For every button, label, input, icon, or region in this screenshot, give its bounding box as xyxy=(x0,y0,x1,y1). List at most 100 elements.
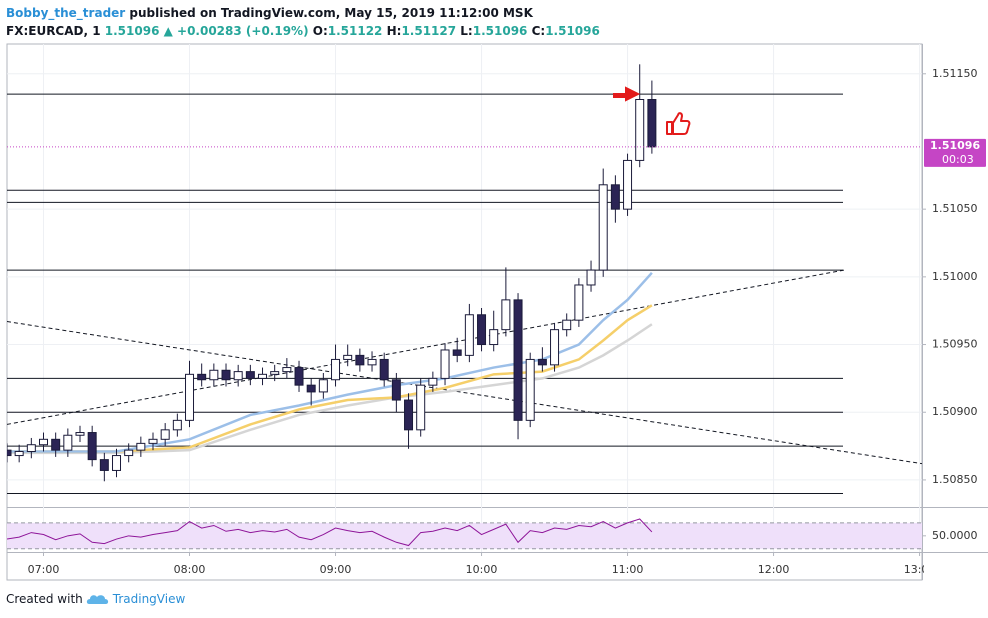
rsi-line xyxy=(7,518,653,547)
candle-body xyxy=(160,429,170,440)
candle-body xyxy=(623,159,633,210)
trendline xyxy=(7,321,922,465)
candle-body xyxy=(574,284,584,321)
candle-body xyxy=(647,99,657,148)
candle-body xyxy=(404,399,414,431)
x-tick-label: 09:00 xyxy=(320,563,352,576)
candle-body xyxy=(282,367,292,373)
candle-body xyxy=(331,358,341,381)
grid xyxy=(7,44,922,552)
candle-body xyxy=(610,184,620,210)
y-tick-label: 1.51000 xyxy=(932,270,978,283)
candle-body xyxy=(513,299,523,421)
logo xyxy=(86,595,108,604)
candle-body xyxy=(99,459,109,471)
time-axis: 07:00 08:00 09:00 10:00 11:00 12:00 13:00 xyxy=(28,552,936,576)
candle-body xyxy=(635,99,645,161)
y-tick-label: 1.51150 xyxy=(932,67,978,80)
thumbs-up xyxy=(666,112,691,135)
candle-body xyxy=(428,377,438,386)
x-tick-label: 07:00 xyxy=(28,563,60,576)
rsi-tick-label: 50.0000 xyxy=(932,529,978,542)
created-with: Created with xyxy=(6,592,83,606)
candle-body xyxy=(221,369,231,381)
candle-body xyxy=(185,373,195,421)
candle-body xyxy=(477,314,487,346)
countdown-label: 00:03 xyxy=(942,153,974,166)
candle-body xyxy=(270,371,280,375)
high: 1.51127 xyxy=(401,24,457,38)
candle-body xyxy=(136,442,146,451)
candle-body xyxy=(343,354,353,360)
candle-body xyxy=(233,371,243,381)
main-pane xyxy=(7,64,922,494)
candle-body xyxy=(550,329,560,366)
symbol: FX:EURCAD, 1 xyxy=(6,24,101,38)
candle-body xyxy=(258,373,268,379)
candle-body xyxy=(87,432,97,461)
candle-body xyxy=(464,314,474,356)
high-label: H: xyxy=(386,24,402,38)
header: Bobby_the_trader published on TradingVie… xyxy=(6,4,600,40)
candle-body xyxy=(197,373,207,381)
candle-body xyxy=(7,449,12,457)
x-tick-label: 11:00 xyxy=(612,563,644,576)
candle-body xyxy=(172,419,182,431)
candle-body xyxy=(75,432,85,436)
last-price-label: 1.51096 xyxy=(930,139,980,152)
x-tick-label: 12:00 xyxy=(758,563,790,576)
candle-body xyxy=(525,358,535,421)
candle-body xyxy=(355,354,365,366)
candle-body xyxy=(294,367,304,386)
candle-body xyxy=(14,450,24,457)
candle-body xyxy=(562,319,572,331)
rsi-pane xyxy=(7,518,922,550)
candle-body xyxy=(367,358,377,366)
candle-body xyxy=(148,438,158,444)
close-label: C: xyxy=(531,24,546,38)
open-label: O: xyxy=(312,24,328,38)
trendline xyxy=(7,269,845,425)
logo-cloud xyxy=(86,595,108,604)
axes: 1.51150 1.51050 1.51000 1.50950 1.50900 1.508… xyxy=(922,67,986,542)
ohlc-line: FX:EURCAD, 1 1.51096 ▲ +0.00283 (+0.19%)… xyxy=(6,22,600,40)
low: 1.51096 xyxy=(472,24,528,38)
rsi-band xyxy=(7,522,922,549)
low-label: L: xyxy=(460,24,473,38)
y-tick-label: 1.50950 xyxy=(932,338,978,351)
candle-body xyxy=(452,349,462,356)
last-price-box xyxy=(924,138,986,167)
candle-body xyxy=(209,369,219,381)
arrow-shape xyxy=(613,86,641,102)
footer: Created with TradingView xyxy=(6,592,185,606)
candle-body xyxy=(586,269,596,286)
chart-frame xyxy=(6,43,923,581)
candle-body xyxy=(598,184,608,271)
candle-body xyxy=(489,329,499,346)
header-line: Bobby_the_trader published on TradingVie… xyxy=(6,4,600,22)
brand[interactable]: TradingView xyxy=(112,592,186,606)
candle-body xyxy=(306,384,316,393)
candle-body xyxy=(318,379,328,393)
thumb-shape xyxy=(666,112,691,135)
candle-body xyxy=(39,438,49,446)
candle-body xyxy=(379,358,389,381)
y-tick-label: 1.51050 xyxy=(932,202,978,215)
published: published on TradingView.com, May 15, 20… xyxy=(129,6,533,20)
open: 1.51122 xyxy=(327,24,383,38)
author[interactable]: Bobby_the_trader xyxy=(6,6,126,20)
candle-body xyxy=(391,379,401,401)
y-tick-label: 1.50900 xyxy=(932,405,978,418)
candle-body xyxy=(26,444,36,452)
candle-body xyxy=(245,371,255,379)
change: ▲ +0.00283 (+0.19%) xyxy=(163,24,309,38)
candle-body xyxy=(124,449,134,457)
candle-body xyxy=(537,358,547,366)
candle-body xyxy=(440,349,450,379)
close: 1.51096 xyxy=(545,24,600,38)
y-tick-label: 1.50850 xyxy=(932,473,978,486)
x-tick-label: 13:00 xyxy=(904,563,936,576)
candle-body xyxy=(501,299,511,331)
